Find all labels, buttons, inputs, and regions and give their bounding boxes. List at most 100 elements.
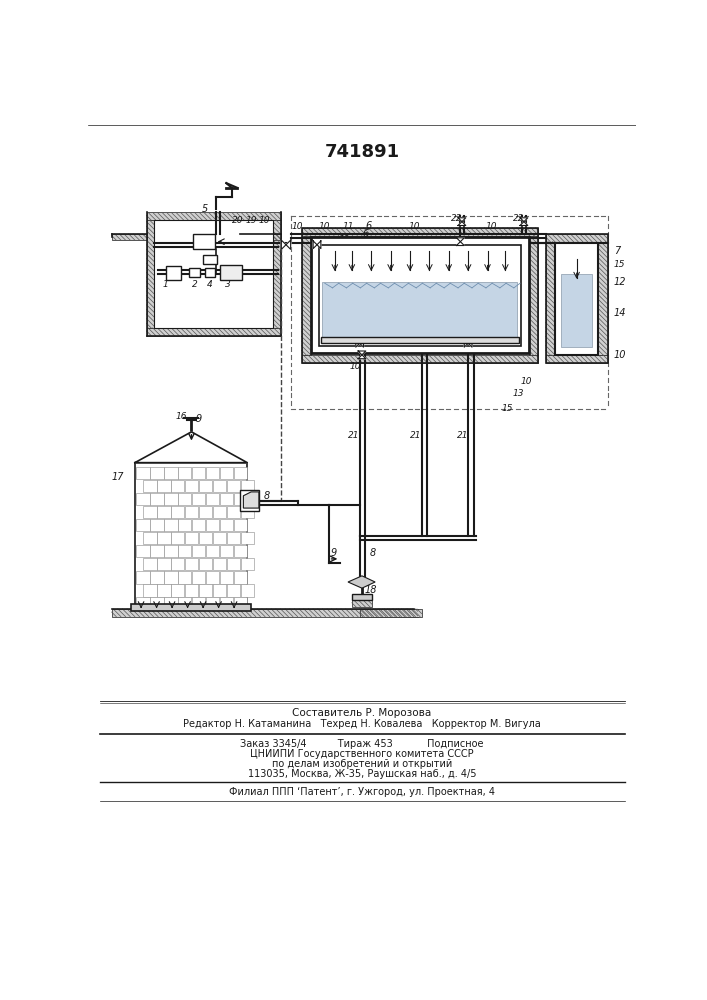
Text: Редактор Н. Катаманина   Техред Н. Ковалева   Корректор М. Вигула: Редактор Н. Катаманина Техред Н. Ковалев… bbox=[183, 719, 541, 729]
Polygon shape bbox=[468, 339, 472, 347]
Polygon shape bbox=[281, 240, 286, 249]
Bar bbox=[241, 480, 255, 492]
Bar bbox=[158, 532, 170, 544]
Text: по делам изобретений и открытий: по делам изобретений и открытий bbox=[271, 759, 452, 769]
Text: 1: 1 bbox=[163, 280, 169, 289]
Bar bbox=[227, 584, 240, 597]
Bar bbox=[199, 480, 212, 492]
Bar bbox=[360, 609, 421, 617]
Bar bbox=[311, 237, 529, 353]
Bar bbox=[319, 245, 521, 346]
Bar bbox=[234, 493, 247, 505]
Text: 741891: 741891 bbox=[325, 143, 399, 161]
Bar bbox=[234, 571, 247, 584]
Bar bbox=[206, 466, 219, 479]
Bar bbox=[227, 558, 240, 570]
Bar bbox=[220, 571, 233, 584]
Text: 18: 18 bbox=[365, 585, 378, 595]
Bar bbox=[151, 545, 163, 557]
Bar bbox=[192, 466, 206, 479]
Polygon shape bbox=[458, 218, 466, 222]
Bar bbox=[171, 532, 185, 544]
Bar bbox=[546, 234, 607, 363]
Text: 9: 9 bbox=[331, 548, 337, 558]
Text: 20: 20 bbox=[451, 243, 462, 252]
Bar bbox=[164, 493, 177, 505]
Text: 22: 22 bbox=[451, 214, 462, 223]
Bar bbox=[164, 545, 177, 557]
Bar bbox=[546, 355, 607, 363]
Polygon shape bbox=[313, 241, 317, 249]
Text: 4: 4 bbox=[207, 280, 213, 289]
Bar bbox=[192, 519, 206, 531]
Polygon shape bbox=[520, 218, 528, 222]
Text: 21: 21 bbox=[411, 431, 422, 440]
Bar bbox=[352, 594, 372, 600]
Text: 10: 10 bbox=[408, 222, 420, 231]
Bar bbox=[227, 532, 240, 544]
Bar bbox=[151, 519, 163, 531]
Text: 15: 15 bbox=[501, 404, 513, 413]
Text: 10: 10 bbox=[350, 362, 361, 371]
Text: 16: 16 bbox=[175, 412, 187, 421]
Text: 14: 14 bbox=[614, 308, 626, 318]
Bar bbox=[144, 506, 156, 518]
Bar bbox=[146, 212, 281, 220]
Bar bbox=[178, 493, 192, 505]
Bar bbox=[131, 604, 251, 611]
Text: 15: 15 bbox=[614, 260, 625, 269]
Bar bbox=[178, 597, 192, 610]
Bar bbox=[220, 265, 242, 280]
Bar bbox=[203, 255, 217, 264]
Bar bbox=[206, 597, 219, 610]
Bar bbox=[546, 234, 607, 242]
Bar bbox=[171, 480, 185, 492]
Bar bbox=[171, 558, 185, 570]
Bar bbox=[206, 545, 219, 557]
Bar bbox=[199, 558, 212, 570]
Bar bbox=[112, 234, 146, 240]
Text: 7: 7 bbox=[614, 246, 620, 256]
Bar bbox=[220, 519, 233, 531]
Bar bbox=[220, 545, 233, 557]
Bar bbox=[185, 506, 199, 518]
Bar bbox=[178, 571, 192, 584]
Bar bbox=[206, 571, 219, 584]
Bar bbox=[185, 584, 199, 597]
Text: 21: 21 bbox=[457, 431, 469, 440]
Bar bbox=[241, 532, 255, 544]
Bar bbox=[112, 609, 418, 617]
Text: 11: 11 bbox=[339, 235, 350, 244]
Bar bbox=[151, 571, 163, 584]
Bar bbox=[220, 597, 233, 610]
Bar bbox=[164, 519, 177, 531]
Bar bbox=[185, 532, 199, 544]
Bar bbox=[241, 558, 255, 570]
Bar bbox=[164, 466, 177, 479]
Bar bbox=[136, 493, 150, 505]
Bar bbox=[135, 463, 247, 609]
Polygon shape bbox=[520, 222, 528, 225]
Polygon shape bbox=[458, 222, 466, 225]
Bar bbox=[220, 493, 233, 505]
Bar bbox=[199, 532, 212, 544]
Text: 13: 13 bbox=[513, 389, 525, 398]
Polygon shape bbox=[360, 339, 363, 347]
Bar bbox=[189, 268, 200, 277]
Polygon shape bbox=[457, 238, 464, 242]
Bar bbox=[158, 480, 170, 492]
Text: 10: 10 bbox=[614, 350, 626, 360]
Bar bbox=[136, 597, 150, 610]
Polygon shape bbox=[358, 351, 366, 355]
Text: 11: 11 bbox=[343, 222, 354, 231]
Bar bbox=[185, 480, 199, 492]
Bar bbox=[213, 532, 226, 544]
Bar bbox=[241, 506, 255, 518]
Bar bbox=[352, 600, 372, 607]
Polygon shape bbox=[286, 240, 291, 249]
Polygon shape bbox=[356, 339, 360, 347]
Bar bbox=[206, 519, 219, 531]
Polygon shape bbox=[317, 241, 321, 249]
Bar bbox=[164, 597, 177, 610]
Bar bbox=[136, 466, 150, 479]
